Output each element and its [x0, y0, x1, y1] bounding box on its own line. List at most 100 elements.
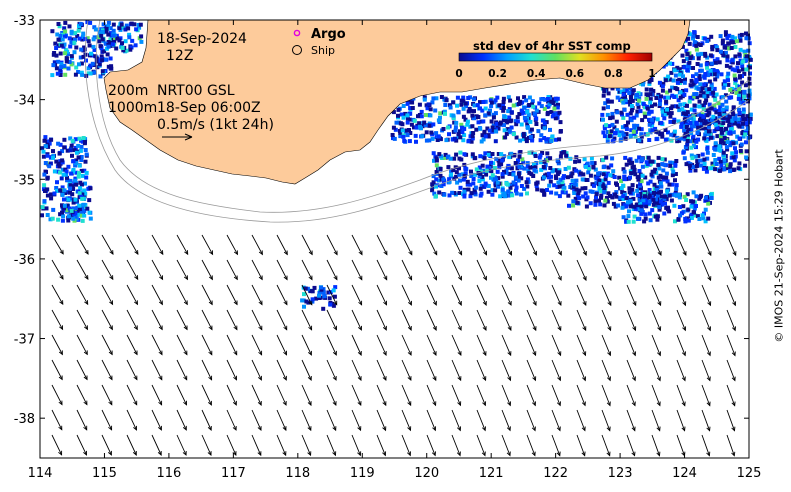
sst-cell: [707, 102, 712, 107]
sst-cell: [489, 119, 494, 124]
sst-cell: [715, 69, 720, 74]
sst-cell: [474, 167, 479, 172]
current-arrowhead: [732, 251, 737, 257]
sst-cell: [739, 32, 744, 37]
sst-cell: [66, 66, 71, 71]
sst-cell: [650, 120, 655, 125]
current-arrowhead: [183, 400, 187, 406]
current-arrow: [326, 234, 338, 255]
sst-cell: [458, 185, 463, 190]
current-arrow: [401, 359, 412, 381]
sst-cell: [584, 204, 589, 209]
current-arrow: [526, 434, 536, 456]
sst-cell: [661, 113, 666, 118]
current-arrow: [126, 384, 138, 405]
sst-cell: [400, 128, 405, 133]
sst-cell: [650, 159, 655, 164]
current-arrowhead: [109, 300, 114, 306]
sst-cell: [493, 183, 498, 188]
sst-cell: [728, 65, 733, 70]
sst-cell: [730, 58, 735, 63]
sst-cell: [115, 36, 120, 41]
colorbar-frame: [458, 52, 653, 62]
sst-cell: [731, 130, 736, 135]
sst-cell: [477, 179, 482, 183]
sst-cell: [480, 163, 485, 168]
sst-cell: [688, 32, 692, 37]
sst-cell: [57, 164, 62, 169]
current-arrowhead: [59, 325, 64, 331]
sst-cell: [660, 157, 665, 162]
sst-cell: [698, 116, 703, 121]
current-arrowhead: [383, 275, 388, 281]
sst-cell: [598, 202, 603, 207]
sst-cell: [422, 97, 427, 102]
current-arrow: [251, 259, 263, 280]
sst-cell: [652, 169, 657, 174]
sst-cell: [748, 57, 753, 62]
sst-cell: [77, 163, 82, 168]
sst-cell: [73, 176, 78, 181]
sst-cell: [572, 182, 577, 187]
sst-cell: [66, 214, 71, 219]
sst-cell: [542, 106, 547, 111]
sst-cell: [541, 165, 546, 169]
sst-cell: [686, 207, 691, 212]
current-arrowhead: [358, 250, 363, 256]
sst-cell: [648, 179, 653, 184]
sst-cell: [501, 108, 506, 113]
current-arrowhead: [433, 250, 438, 256]
sst-cell: [613, 204, 618, 209]
current-arrowhead: [283, 300, 288, 306]
sst-cell: [63, 20, 68, 25]
sst-cell: [744, 36, 749, 41]
sst-cell: [468, 124, 473, 129]
sst-cell: [471, 177, 476, 181]
sst-cell: [662, 162, 667, 167]
sst-cell: [718, 34, 723, 39]
sst-cell: [710, 166, 715, 171]
sst-cell: [704, 62, 709, 67]
lon-tick-label: 120: [414, 466, 439, 481]
sst-cell: [499, 106, 504, 110]
sst-cell: [605, 112, 610, 117]
sst-cell: [562, 174, 566, 179]
current-arrow: [351, 309, 362, 331]
sst-cell: [509, 118, 514, 123]
sst-cell: [639, 132, 644, 137]
current-arrow: [51, 359, 63, 380]
sst-cell: [712, 103, 717, 108]
sst-cell: [673, 178, 677, 183]
sst-cell: [619, 179, 624, 183]
sst-cell: [637, 198, 642, 202]
sst-cell: [574, 155, 579, 160]
sst-cell: [636, 98, 641, 103]
sst-cell: [496, 158, 501, 163]
sst-cell: [746, 48, 751, 53]
sst-cell: [744, 155, 749, 160]
sst-cell: [507, 155, 512, 160]
sst-cell: [615, 86, 620, 91]
sst-cell: [322, 294, 327, 299]
current-arrowhead: [357, 401, 362, 407]
sst-cell: [511, 172, 516, 177]
sst-cell: [741, 107, 746, 112]
sst-cell: [709, 135, 713, 140]
sst-cell: [451, 113, 456, 118]
sst-cell: [737, 136, 742, 141]
sst-cell: [49, 196, 54, 201]
sst-cell: [737, 93, 741, 98]
sst-cell: [691, 34, 696, 39]
sst-cell: [502, 114, 507, 119]
sst-cell: [467, 106, 472, 111]
current-arrow: [526, 384, 536, 406]
sst-cell: [607, 134, 612, 139]
sst-cell: [522, 166, 527, 171]
sst-cell: [727, 46, 732, 51]
sst-cell: [645, 106, 650, 111]
sst-cell: [601, 86, 606, 91]
sst-cell: [68, 186, 73, 191]
sst-cell: [667, 193, 672, 198]
current-arrowhead: [458, 250, 463, 256]
sst-cell: [62, 197, 66, 202]
